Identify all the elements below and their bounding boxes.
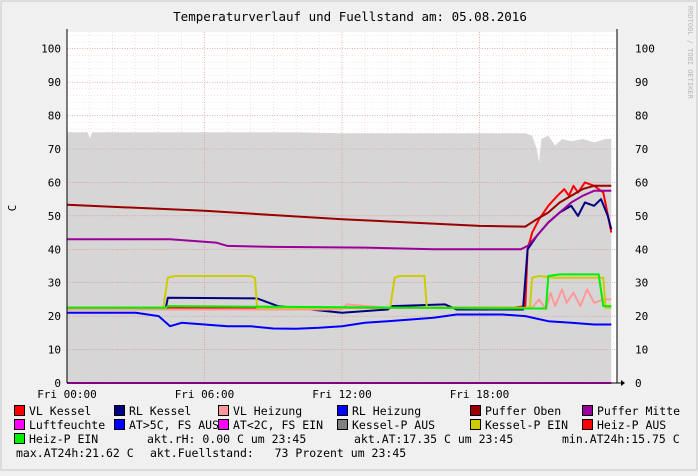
y-tick-label-left: 80	[48, 110, 61, 123]
y-tick-label-left: 30	[48, 277, 61, 290]
y-tick-label-left: 40	[48, 243, 61, 256]
legend-swatch	[218, 405, 229, 416]
legend-label: RL Kessel	[129, 404, 192, 418]
legend-item: Kessel-P AUS	[337, 418, 435, 432]
legend-item: RL Kessel	[114, 404, 191, 418]
legend-label: Kessel-P AUS	[352, 418, 436, 432]
y-tick-label-left: 0	[54, 377, 61, 390]
y-tick-label-left: 70	[48, 143, 61, 156]
legend-item: Heiz-P EIN	[14, 432, 98, 446]
legend: VL Kessel RL Kessel VL Heizung RL Heizung Pu…	[14, 404, 694, 460]
legend-label: Puffer Oben	[485, 404, 562, 418]
legend-label: Luftfeuchte	[29, 418, 106, 432]
y-tick-label-left: 90	[48, 76, 61, 89]
y-tick-label-right: 70	[635, 143, 648, 156]
legend-swatch	[14, 405, 25, 416]
legend-swatch	[582, 405, 593, 416]
legend-item: Luftfeuchte	[14, 418, 105, 432]
y-axis-label: C	[6, 205, 19, 212]
x-tick-label: Fri 06:00	[175, 388, 235, 401]
series-puffer-oben	[66, 184, 612, 228]
stat-max: max.AT24h:21.62 C	[16, 446, 134, 460]
legend-item: Puffer Oben	[470, 404, 561, 418]
series-vl-kessel	[67, 181, 613, 309]
legend-swatch	[337, 405, 348, 416]
x-tick-label: Fri 12:00	[312, 388, 372, 401]
legend-item: RL Heizung	[337, 404, 421, 418]
legend-label: AT<2C, FS EIN	[233, 418, 324, 432]
legend-swatch	[470, 405, 481, 416]
y-tick-label-right: 40	[635, 243, 648, 256]
legend-label: Heiz-P AUS	[597, 418, 667, 432]
fill-level-area	[67, 132, 612, 383]
series-puffer-mitte	[67, 189, 612, 251]
series-rl-heizung	[67, 311, 612, 330]
x-tick-label: Fri 18:00	[450, 388, 510, 401]
x-axis-arrow	[621, 380, 625, 386]
legend-label: Kessel-P EIN	[485, 418, 569, 432]
legend-swatch	[337, 419, 348, 430]
y-tick-label-right: 30	[635, 277, 648, 290]
y-tick-label-right: 20	[635, 310, 648, 323]
legend-item: AT>5C, FS AUS	[114, 418, 219, 432]
y-tick-label-left: 100	[41, 43, 61, 56]
y-tick-label-left: 50	[48, 210, 61, 223]
y-tick-label-left: 60	[48, 176, 61, 189]
y-tick-label-left: 20	[48, 310, 61, 323]
legend-item: Kessel-P EIN	[470, 418, 568, 432]
legend-item: Heiz-P AUS	[582, 418, 666, 432]
y-tick-label-right: 80	[635, 110, 648, 123]
legend-item: AT<2C, FS EIN	[218, 418, 323, 432]
stat-at: akt.AT:17.35 C um 23:45	[354, 432, 514, 446]
y-tick-label-right: 0	[635, 377, 642, 390]
y-tick-label-right: 60	[635, 176, 648, 189]
y-tick-label-right: 50	[635, 210, 648, 223]
y-tick-label-right: 90	[635, 76, 648, 89]
legend-swatch	[14, 433, 25, 444]
legend-label: VL Kessel	[29, 404, 92, 418]
legend-item: Puffer Mitte	[582, 404, 680, 418]
series-kessel-p-ein	[67, 275, 612, 309]
x-tick-label: Fri 00:00	[37, 388, 97, 401]
legend-label: VL Heizung	[233, 404, 303, 418]
series-rl-kessel	[67, 198, 613, 314]
y-tick-label-left: 10	[48, 344, 61, 357]
watermark: RRDTOOL / TOBI OETIKER	[686, 6, 694, 100]
chart-title: Temperaturverlauf und Fuellstand am: 05.…	[173, 9, 527, 24]
stat-min: min.AT24h:15.75 C	[562, 432, 680, 446]
legend-swatch	[114, 419, 125, 430]
legend-swatch	[114, 405, 125, 416]
legend-label: Puffer Mitte	[597, 404, 681, 418]
y-tick-label-right: 100	[635, 43, 655, 56]
stat-rh: akt.rH: 0.00 C um 23:45	[147, 432, 307, 446]
legend-item: VL Kessel	[14, 404, 91, 418]
legend-item: VL Heizung	[218, 404, 302, 418]
legend-label: RL Heizung	[352, 404, 422, 418]
legend-label: AT>5C, FS AUS	[129, 418, 220, 432]
legend-swatch	[218, 419, 229, 430]
legend-swatch	[470, 419, 481, 430]
stat-fill: akt.Fuellstand: 73 Prozent um 23:45	[150, 446, 407, 460]
legend-label: Heiz-P EIN	[29, 432, 99, 446]
legend-swatch	[14, 419, 25, 430]
legend-swatch	[582, 419, 593, 430]
y-tick-label-right: 10	[635, 344, 648, 357]
series-heiz-p-ein	[67, 273, 612, 310]
